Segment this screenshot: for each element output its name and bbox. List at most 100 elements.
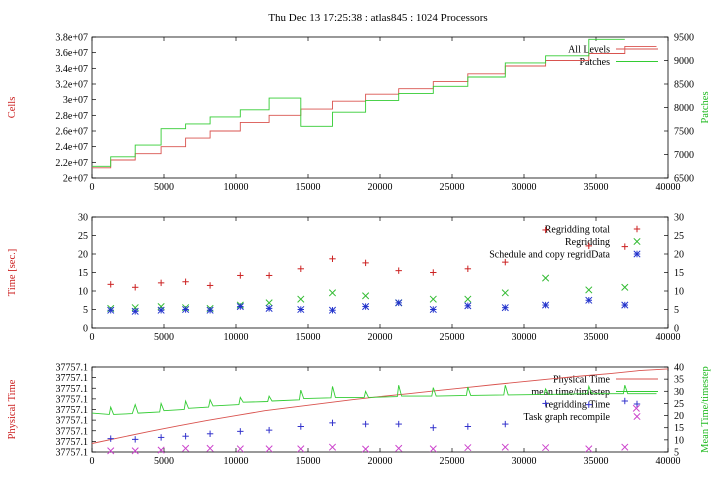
y-tick-label: 2.4e+07 [55,142,88,153]
x-tick-label: 35000 [584,456,609,467]
y-tick-label: 3e+07 [63,95,88,106]
y2-tick-label: 30 [674,387,684,398]
legend-marker-d2 [633,237,641,246]
y-axis-label: Cells [7,97,18,119]
data-point-d2 [501,304,509,312]
series-2 [92,38,625,167]
series-line [91,368,669,444]
y-tick-label: 3.8e+07 [55,33,88,44]
series-2 [91,384,657,415]
y2-tick-label: 15 [674,268,684,279]
data-point-d2 [328,306,337,314]
data-point-d2 [585,286,593,294]
y-tick-label: 3.6e+07 [55,48,88,59]
chart-title: Thu Dec 13 17:25:38 : atlas845 : 1024 Pr… [268,12,487,24]
x-tick-label: 30000 [512,182,537,193]
x-tick-label: 10000 [224,182,249,193]
legend-label: Task graph recompile [524,412,611,423]
y-tick-label: 37757.1 [56,373,89,384]
y-tick-label: 5 [83,305,88,316]
y-tick-label: 15 [78,268,88,279]
y-tick-label: 37757.1 [56,437,89,448]
y2-axis-label: Patches [700,91,711,123]
y-tick-label: 20 [78,250,88,261]
data-point-d2 [236,302,244,311]
data-point-d2 [206,444,214,452]
series-1 [107,226,628,291]
x-tick-label: 20000 [368,456,393,467]
data-point-d2 [362,292,370,300]
series-2 [107,274,629,312]
x-tick-label: 5000 [154,182,174,193]
data-point-d2 [464,295,472,303]
data-point-d2 [157,446,165,454]
x-tick-label: 25000 [440,456,465,467]
x-tick-label: 25000 [440,332,465,343]
y-tick-label: 3.2e+07 [55,80,88,91]
x-tick-label: 35000 [584,182,609,193]
y2-tick-label: 8500 [674,80,694,91]
data-point-d2 [464,302,472,310]
data-point-d2 [265,445,273,453]
x-tick-label: 0 [90,456,95,467]
y2-tick-label: 10 [674,435,684,446]
x-tick-label: 40000 [656,332,681,343]
series-line [91,384,657,415]
series-1 [91,368,669,444]
y-tick-label: 30 [78,213,88,224]
y2-tick-label: 7000 [674,150,694,161]
y2-tick-label: 0 [674,324,679,335]
legend-marker-d2 [633,412,641,421]
y-tick-label: 10 [78,287,88,298]
x-tick-label: 10000 [224,332,249,343]
data-point-d2 [632,404,640,412]
data-point-d2 [621,301,629,309]
data-point-d2 [362,302,370,311]
series-4 [107,404,640,455]
y-tick-label: 37757.1 [56,394,89,405]
data-point-d2 [395,444,403,452]
data-point-d2 [265,299,273,307]
x-tick-label: 30000 [512,456,537,467]
data-point-d2 [297,295,305,303]
y2-tick-label: 20 [674,250,684,261]
data-point-d2 [542,301,550,309]
data-point-d2 [501,443,509,451]
x-tick-label: 30000 [512,332,537,343]
y-tick-label: 2e+07 [63,174,88,185]
y2-tick-label: 6500 [674,174,694,185]
series-line [92,45,657,169]
y2-tick-label: 5 [674,305,679,316]
legend-label: Patches [579,57,610,68]
series-1 [92,45,657,169]
panel-1: 0 5000 10000 15000 20000 25000 30000 35000 40000… [7,33,711,194]
chart-panels: 0 5000 10000 15000 20000 25000 30000 35000 40000… [7,33,711,468]
x-tick-label: 20000 [368,332,393,343]
x-tick-label: 0 [90,182,95,193]
panel-2: 0 5000 10000 15000 20000 25000 30000 35000 40000… [7,213,684,344]
y2-tick-label: 9000 [674,56,694,67]
y-tick-label: 2.6e+07 [55,127,88,138]
series-line [92,38,625,167]
data-point-d2 [297,305,305,314]
x-tick-label: 15000 [296,456,321,467]
y2-tick-label: 20 [674,411,684,422]
data-point-d2 [501,289,509,297]
y-tick-label: 37757.1 [56,416,89,427]
data-point-d2 [621,283,629,291]
x-tick-label: 35000 [584,332,609,343]
y-tick-label: 37757.1 [56,448,89,459]
data-point-d2 [297,445,305,453]
data-point-d2 [542,444,550,452]
y-tick-label: 2.8e+07 [55,111,88,122]
y-tick-label: 0 [83,324,88,335]
x-tick-label: 10000 [224,456,249,467]
panel-3: 0 5000 10000 15000 20000 25000 30000 35000 40000… [7,363,711,468]
y2-tick-label: 35 [674,375,684,386]
data-point-d2 [182,305,190,314]
series-3 [107,397,628,443]
data-point-d2 [429,295,437,303]
